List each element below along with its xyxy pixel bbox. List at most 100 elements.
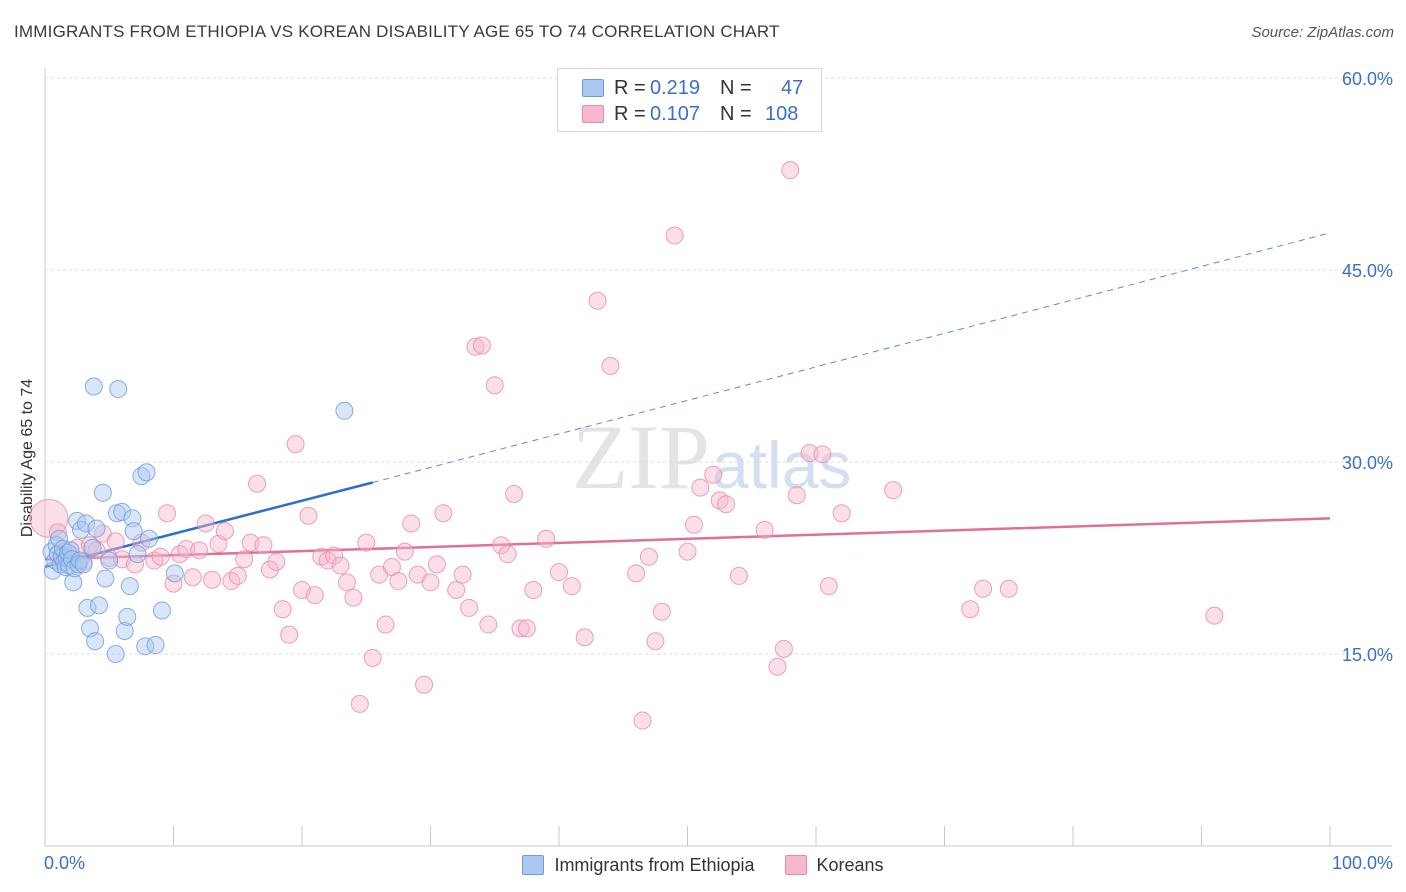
- korean-point: [492, 536, 511, 555]
- korean-point: [517, 619, 536, 638]
- korean-point: [511, 619, 530, 638]
- korean-point: [717, 495, 736, 514]
- korean-point: [453, 565, 472, 584]
- korean-point: [755, 520, 774, 539]
- korean-point: [363, 648, 382, 667]
- legend-label: Immigrants from Ethiopia: [554, 854, 755, 875]
- ethiopia-point: [64, 573, 83, 592]
- korean-point: [819, 577, 838, 596]
- n-label: N =: [720, 76, 752, 99]
- r-label: R =: [614, 76, 646, 99]
- korean-point: [472, 336, 491, 355]
- ethiopia-point: [74, 555, 93, 574]
- korean-point: [479, 615, 498, 634]
- korean-point: [884, 481, 903, 500]
- ethiopia-point: [78, 598, 97, 617]
- ethiopia-point: [86, 632, 105, 651]
- korean-point: [305, 586, 324, 605]
- pink-swatch: [582, 105, 604, 123]
- ethiopia-point: [61, 541, 80, 560]
- source-credit: Source: ZipAtlas.com: [1251, 24, 1394, 41]
- korean-point: [331, 556, 350, 575]
- korean-point: [550, 563, 568, 582]
- ethiopia-point: [109, 380, 128, 399]
- korean-point: [48, 523, 67, 542]
- korean-point: [325, 546, 344, 565]
- korean-point: [627, 564, 646, 583]
- legend-item-koreans[interactable]: Koreans: [784, 854, 884, 876]
- korean-point: [427, 555, 446, 574]
- korean-point: [588, 291, 607, 310]
- korean-point: [768, 657, 787, 676]
- korean-point: [376, 615, 395, 634]
- series-legend: Immigrants from Ethiopia Koreans: [0, 852, 1406, 878]
- korean-point: [337, 573, 356, 592]
- ethiopia-point: [137, 463, 156, 482]
- ethiopia-point: [106, 645, 125, 663]
- korean-point: [665, 226, 684, 245]
- korean-point: [254, 536, 273, 555]
- korean-point: [999, 579, 1018, 598]
- korean-point: [344, 588, 363, 607]
- korean-point: [505, 485, 524, 503]
- korean-point: [299, 506, 318, 525]
- korean-point: [260, 560, 279, 579]
- korean-point: [106, 532, 125, 551]
- korean-point: [421, 573, 440, 592]
- korean-point: [466, 337, 485, 356]
- x-tick-label: 0.0%: [44, 853, 85, 873]
- n-value: 47: [781, 76, 804, 99]
- korean-point: [498, 545, 517, 564]
- korean-point: [177, 540, 196, 559]
- korean-point: [704, 465, 723, 484]
- ethiopia-point: [83, 538, 102, 557]
- korean-point: [537, 529, 556, 548]
- korean-point: [832, 504, 851, 523]
- korean-point: [280, 625, 299, 644]
- korean-point: [691, 478, 710, 497]
- r-value: 0.107: [650, 102, 701, 125]
- ethiopia-point: [113, 502, 132, 521]
- blue-swatch: [582, 79, 604, 97]
- axes: [44, 68, 1392, 847]
- korean-point: [415, 675, 434, 694]
- trend-lines: [44, 232, 1331, 569]
- ethiopia-point: [124, 522, 143, 541]
- korean-point: [125, 555, 144, 574]
- korean-point: [402, 514, 421, 533]
- ethiopia-point: [118, 607, 137, 626]
- blue-swatch: [522, 855, 545, 875]
- ethiopia-point: [123, 509, 142, 528]
- grid-lines: [45, 77, 1392, 655]
- legend-item-ethiopia[interactable]: Immigrants from Ethiopia: [522, 854, 755, 876]
- n-value: 108: [765, 102, 799, 125]
- watermark-zip: ZIP: [572, 406, 710, 508]
- korean-point: [729, 566, 748, 585]
- korean-point: [633, 711, 652, 730]
- korean-point: [639, 547, 658, 566]
- korean-point: [524, 581, 543, 599]
- korean-point: [562, 577, 581, 596]
- legend-label: Koreans: [816, 854, 884, 875]
- stats-legend-box: R = 0.219 N = 47 R = 0.107 N = 108: [557, 68, 822, 132]
- korean-point: [601, 357, 620, 375]
- ethiopia-point: [50, 529, 69, 548]
- korean-point: [267, 552, 286, 571]
- korean-point: [961, 600, 980, 619]
- y-tick-label: 30.0%: [1342, 453, 1393, 473]
- ethiopia-point: [335, 401, 354, 420]
- ethiopia-point: [140, 529, 159, 548]
- y-tick-label: 60.0%: [1342, 69, 1393, 89]
- ethiopia-point: [96, 569, 115, 588]
- korean-point: [781, 161, 800, 180]
- korean-point: [350, 694, 369, 713]
- ethiopia-point: [77, 514, 96, 533]
- korean-point: [183, 568, 202, 587]
- x-tick-label: 100.0%: [1332, 853, 1393, 873]
- korean-point: [460, 598, 479, 617]
- y-tick-label: 45.0%: [1342, 261, 1393, 281]
- korean-point: [434, 504, 453, 523]
- ethiopia-point: [89, 596, 108, 615]
- korean-point: [190, 541, 209, 560]
- ethiopia-point: [146, 636, 165, 655]
